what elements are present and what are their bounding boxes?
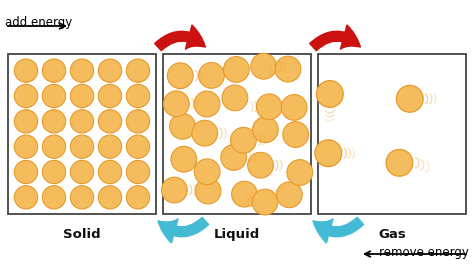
Circle shape: [317, 81, 343, 107]
Circle shape: [98, 160, 122, 184]
Circle shape: [386, 149, 413, 176]
Circle shape: [70, 110, 94, 133]
Circle shape: [171, 146, 197, 172]
Circle shape: [98, 186, 122, 209]
Circle shape: [222, 85, 248, 111]
Circle shape: [42, 84, 66, 108]
Circle shape: [194, 159, 220, 185]
Circle shape: [127, 160, 150, 184]
Circle shape: [192, 120, 218, 146]
Circle shape: [252, 189, 278, 215]
Circle shape: [127, 186, 150, 209]
Circle shape: [256, 94, 282, 120]
Circle shape: [42, 59, 66, 82]
Circle shape: [70, 84, 94, 108]
Circle shape: [70, 160, 94, 184]
Circle shape: [98, 84, 122, 108]
Circle shape: [42, 160, 66, 184]
Circle shape: [127, 110, 150, 133]
Bar: [318, 54, 466, 214]
Circle shape: [98, 110, 122, 133]
Circle shape: [70, 59, 94, 82]
Circle shape: [281, 95, 307, 120]
Circle shape: [127, 59, 150, 82]
FancyArrowPatch shape: [313, 217, 364, 243]
Circle shape: [170, 114, 195, 139]
Bar: [8, 54, 156, 214]
Circle shape: [42, 186, 66, 209]
Text: Liquid: Liquid: [214, 228, 260, 241]
FancyArrowPatch shape: [158, 217, 209, 243]
Circle shape: [14, 84, 37, 108]
Circle shape: [167, 63, 193, 89]
Circle shape: [70, 186, 94, 209]
Circle shape: [276, 182, 302, 208]
Circle shape: [14, 160, 37, 184]
Circle shape: [221, 145, 246, 170]
Circle shape: [14, 59, 37, 82]
Bar: [163, 54, 311, 214]
Text: add energy: add energy: [5, 16, 72, 29]
Circle shape: [315, 140, 342, 167]
Circle shape: [127, 135, 150, 158]
Circle shape: [14, 186, 37, 209]
Text: Solid: Solid: [63, 228, 101, 241]
Circle shape: [247, 152, 273, 178]
Circle shape: [98, 59, 122, 82]
Circle shape: [70, 135, 94, 158]
Circle shape: [42, 110, 66, 133]
Circle shape: [42, 135, 66, 158]
Circle shape: [162, 177, 187, 203]
Circle shape: [127, 84, 150, 108]
Text: Gas: Gas: [378, 228, 406, 241]
Circle shape: [194, 91, 220, 117]
Circle shape: [275, 56, 301, 82]
Circle shape: [283, 122, 309, 147]
Circle shape: [396, 85, 423, 112]
Circle shape: [14, 135, 37, 158]
Circle shape: [253, 117, 278, 143]
FancyArrowPatch shape: [155, 25, 205, 51]
Text: remove energy: remove energy: [379, 246, 469, 259]
Circle shape: [251, 53, 276, 79]
Circle shape: [230, 127, 256, 153]
FancyArrowPatch shape: [310, 25, 360, 51]
Circle shape: [287, 160, 313, 185]
Circle shape: [14, 110, 37, 133]
Circle shape: [98, 135, 122, 158]
Circle shape: [232, 181, 257, 207]
Circle shape: [164, 91, 189, 117]
Circle shape: [223, 56, 249, 82]
Circle shape: [199, 63, 224, 88]
Circle shape: [195, 178, 221, 204]
